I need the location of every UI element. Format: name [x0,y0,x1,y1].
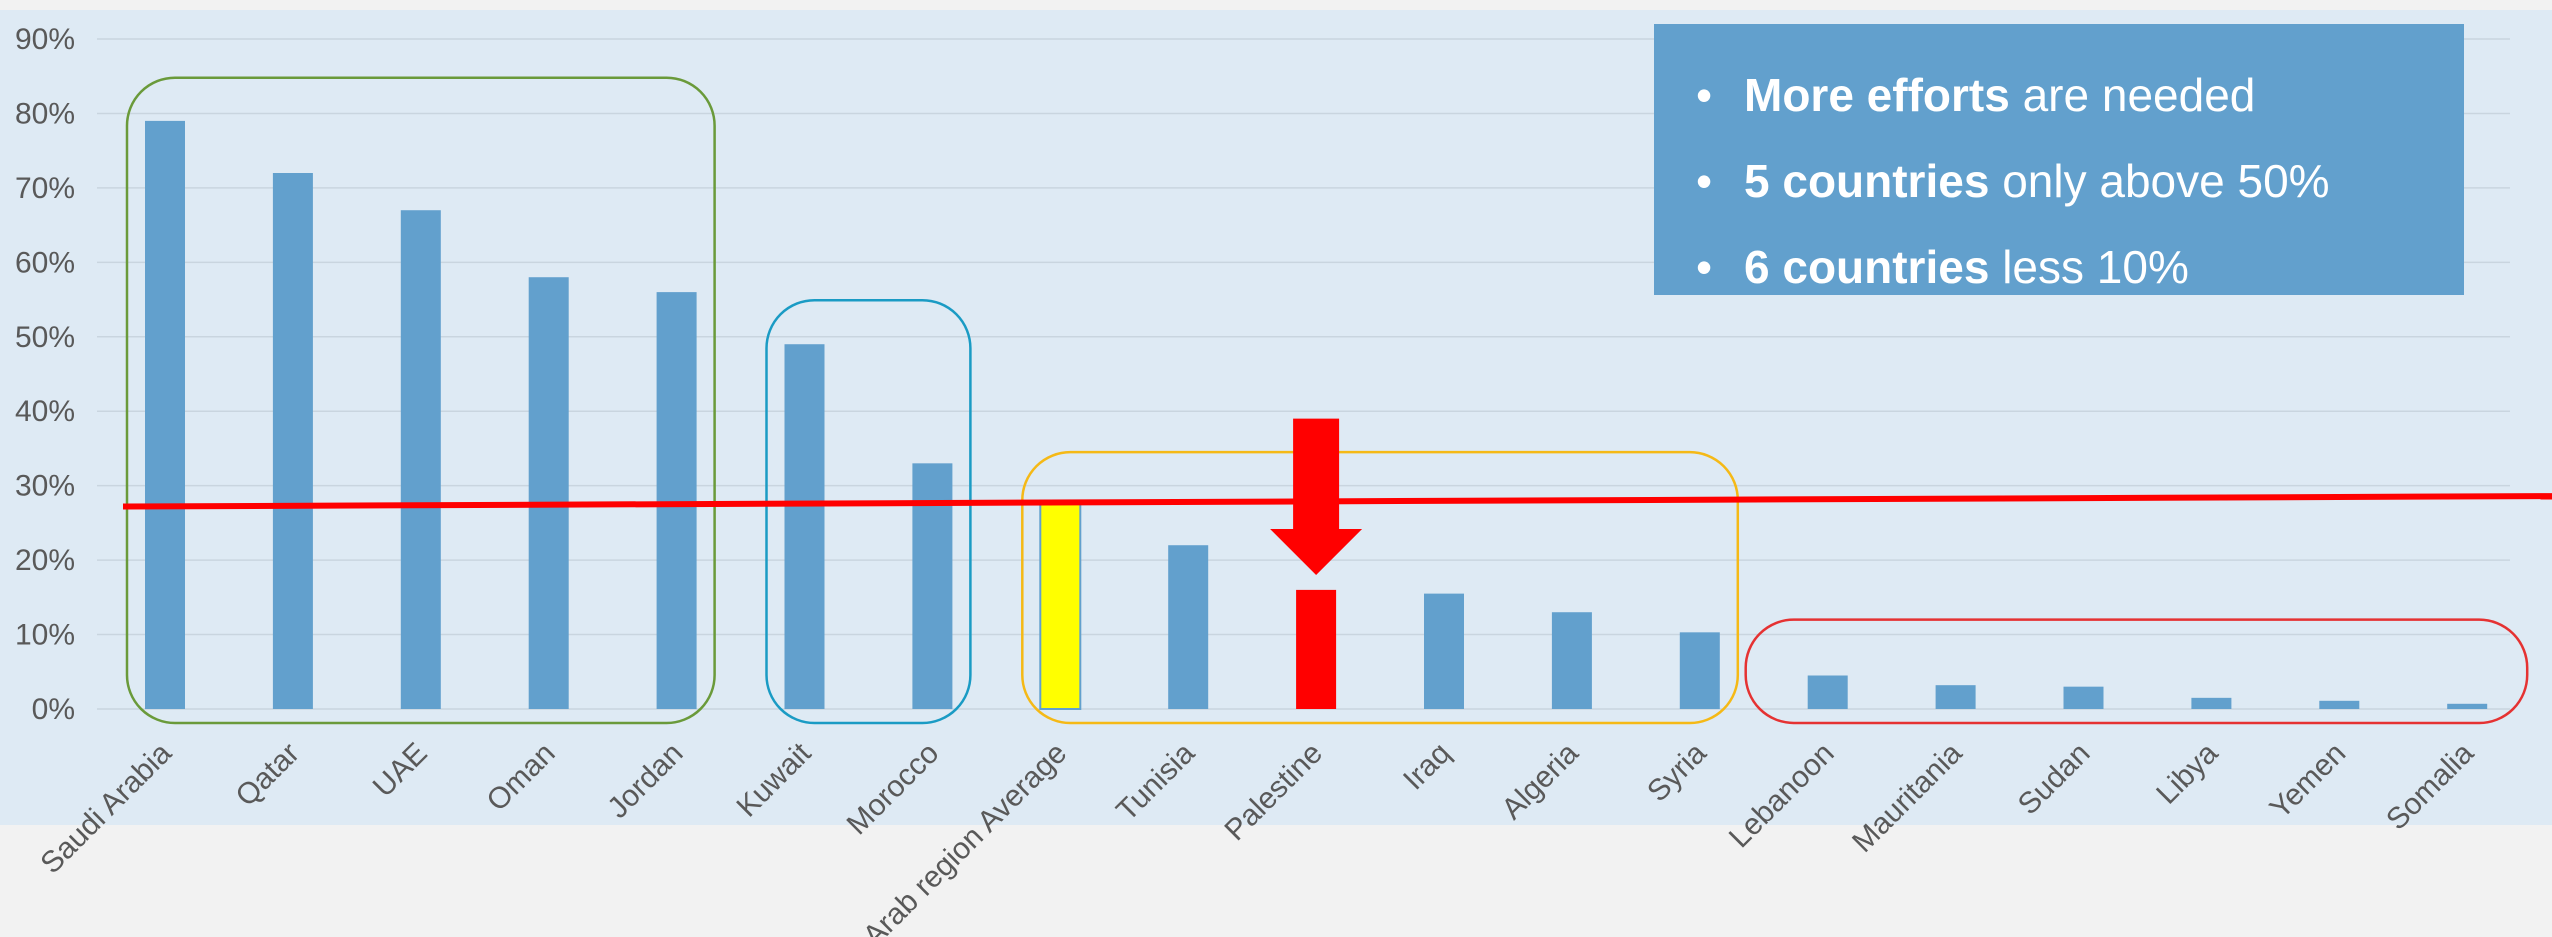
group-outline [1021,450,1740,725]
y-tick-label: 40% [15,395,75,428]
bullet-icon: • [1695,69,1713,121]
group-outline [1744,618,2529,725]
callout-bold: 6 countries [1744,241,1990,293]
bar [1424,593,1464,709]
callout-item: • 5 countries only above 50% [1674,138,2464,224]
group-outline [765,298,972,725]
bullet-icon: • [1695,241,1713,293]
callout-bold: 5 countries [1744,155,1990,207]
callout-box: • More efforts are needed • 5 countries … [1654,24,2464,295]
bar [1679,632,1720,709]
y-tick-label: 10% [15,619,75,652]
y-tick-label: 80% [15,97,75,130]
group-outline [125,76,716,725]
down-arrow-icon [1270,418,1363,575]
bar [1296,589,1337,709]
y-tick-label: 60% [15,246,75,279]
callout-text: only above 50% [1989,155,2330,207]
y-tick-label: 70% [15,172,75,205]
bar [1039,499,1082,710]
bar [528,277,569,709]
y-tick-label: 0% [32,693,75,726]
y-tick-label: 20% [15,544,75,577]
bar [1168,545,1209,709]
bar [656,292,697,709]
bar [784,344,825,709]
bar [2319,700,2360,709]
y-tick-label: 30% [15,470,75,503]
bar [2447,703,2488,709]
bar [400,210,441,709]
bar [1807,675,1848,709]
callout-bold: More efforts [1744,69,2010,121]
bar [1935,685,1976,709]
callout-text: less 10% [1989,241,2189,293]
y-tick-label: 50% [15,321,75,354]
bar [2191,697,2232,709]
y-tick-label: 90% [15,23,75,56]
bullet-icon: • [1695,155,1713,207]
bar [1551,612,1592,709]
bar [272,173,313,709]
bar [2063,686,2104,709]
callout-item: • 6 countries less 10% [1674,224,2464,310]
callout-item: • More efforts are needed [1674,52,2464,138]
bar [145,120,185,709]
callout-text: are needed [2009,69,2256,121]
